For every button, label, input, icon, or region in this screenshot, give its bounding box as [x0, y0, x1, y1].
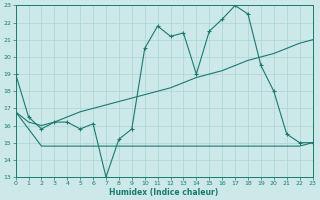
- X-axis label: Humidex (Indice chaleur): Humidex (Indice chaleur): [109, 188, 219, 197]
